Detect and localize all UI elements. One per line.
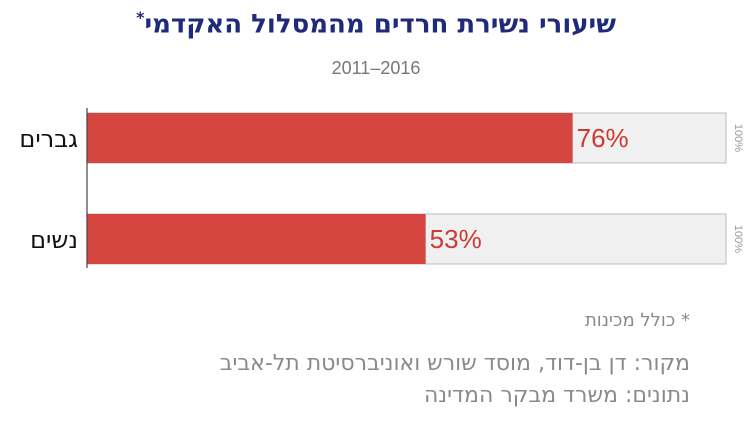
max-label: 100% <box>732 124 744 152</box>
data-credit-line: נתונים: משרד מבקר המדינה <box>423 383 690 408</box>
chart-subtitle: 2011–2016 <box>331 58 421 78</box>
bar <box>87 113 573 163</box>
source-block: מקור: דן בן-דוד, מוסד שורש ואוניברסיטת ת… <box>220 348 690 412</box>
bar <box>87 214 426 264</box>
category-label: נשים <box>30 226 78 254</box>
chart-title-mark: * <box>136 8 145 27</box>
bar-value-label: 53% <box>430 224 482 254</box>
source-line: מקור: דן בן-דוד, מוסד שורש ואוניברסיטת ת… <box>219 351 690 376</box>
footnote: * כולל מכינות <box>584 310 690 331</box>
max-label: 100% <box>732 225 744 253</box>
bar-value-label: 76% <box>577 123 629 153</box>
chart-title: שיעורי נשירת חרדים מהמסלול האקדמי* <box>0 8 752 40</box>
bar-chart: 76% גברים 100% 53% נשים 100% <box>19 108 744 268</box>
chart-title-text: שיעורי נשירת חרדים מהמסלול האקדמי <box>144 9 616 40</box>
category-label: גברים <box>19 125 78 153</box>
